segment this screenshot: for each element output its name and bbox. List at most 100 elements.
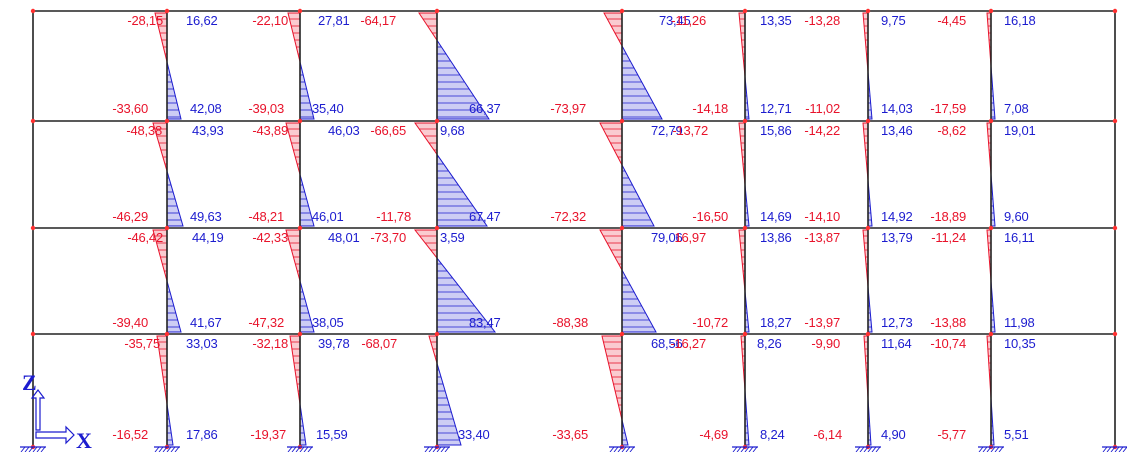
moment-area-top	[287, 12, 301, 63]
support-hatch	[617, 446, 623, 452]
moment-area-bottom	[621, 419, 629, 446]
support-hatch	[28, 446, 34, 452]
moment-value-bottom: 41,67	[190, 315, 222, 330]
moment-value-top: -68,07	[361, 336, 397, 351]
moment-area-bottom	[621, 269, 657, 333]
moment-value-top: -48,38	[126, 123, 162, 138]
moment-value-top: 19,01	[1004, 123, 1036, 138]
node	[297, 331, 303, 337]
node	[865, 225, 871, 231]
support-hatch	[1106, 446, 1112, 452]
support-hatch	[166, 446, 172, 452]
node	[30, 331, 36, 337]
moment-value-top: -73,70	[370, 230, 406, 245]
moment-value-top: -64,17	[360, 13, 396, 28]
moment-value-top: 10,35	[1004, 336, 1036, 351]
moment-value-top: 39,78	[318, 336, 350, 351]
moment-value-bottom: 66,37	[469, 101, 501, 116]
z-arrow-icon	[30, 389, 46, 431]
moment-value-top: 16,62	[186, 13, 218, 28]
z-axis-label: Z	[22, 370, 37, 395]
node	[865, 8, 871, 14]
moment-value-bottom: 8,24	[760, 427, 785, 442]
support-hatch	[740, 446, 746, 452]
support-hatch	[174, 446, 180, 452]
support-hatch	[444, 446, 450, 452]
moment-value-bottom: 83,47	[469, 315, 501, 330]
support-hatch	[736, 446, 742, 452]
moment-value-bottom: -13,88	[930, 315, 966, 330]
node	[619, 331, 625, 337]
node	[742, 331, 748, 337]
moment-value-bottom: -13,97	[804, 315, 840, 330]
support-hatch	[1122, 446, 1127, 452]
moment-area-top	[414, 122, 438, 157]
support-hatch	[307, 446, 313, 452]
moment-value-top: 16,97	[674, 230, 706, 245]
support-hatch	[986, 446, 992, 452]
moment-area-top	[413, 229, 438, 260]
support-hatch	[20, 446, 26, 452]
moment-value-bottom: -11,78	[376, 209, 411, 224]
moment-value-bottom: 18,27	[760, 315, 792, 330]
moment-value-top: 16,11	[1004, 230, 1035, 245]
moment-value-top: 13,46	[881, 123, 913, 138]
node	[619, 8, 625, 14]
moment-value-top: 8,26	[757, 336, 782, 351]
support-hatch	[1102, 446, 1108, 452]
moment-value-top: 33,03	[186, 336, 218, 351]
support-hatch	[625, 446, 631, 452]
moment-value-top: -11,26	[671, 13, 706, 28]
moment-value-bottom: 9,60	[1004, 209, 1029, 224]
support-hatch	[994, 446, 1000, 452]
node	[1112, 118, 1118, 124]
support-hatch	[428, 446, 434, 452]
node	[164, 225, 170, 231]
moment-value-top: 68,56	[651, 336, 683, 351]
moment-value-top: 3,59	[440, 230, 465, 245]
moment-value-bottom: 38,05	[312, 315, 344, 330]
support-hatch	[295, 446, 301, 452]
moment-value-top: -32,18	[252, 336, 288, 351]
support-hatch	[982, 446, 988, 452]
node	[742, 8, 748, 14]
moment-value-top: -35,75	[124, 336, 160, 351]
support-hatch	[609, 446, 615, 452]
moment-area-bottom	[166, 61, 182, 120]
support-hatch	[998, 446, 1004, 452]
moment-value-bottom: 12,73	[881, 315, 913, 330]
node	[30, 225, 36, 231]
moment-area-bottom	[166, 280, 182, 333]
support-hatch	[162, 446, 168, 452]
node	[30, 8, 36, 14]
support-hatch	[629, 446, 635, 452]
moment-value-bottom: -17,59	[930, 101, 966, 116]
moment-value-top: -10,74	[930, 336, 966, 351]
node	[988, 225, 994, 231]
support-hatch	[32, 446, 38, 452]
support-hatch	[158, 446, 164, 452]
support-hatch	[978, 446, 984, 452]
moment-value-top: -28,15	[127, 13, 163, 28]
moment-area-top	[738, 122, 746, 185]
moment-value-bottom: -19,37	[250, 427, 286, 442]
support-hatch	[170, 446, 176, 452]
node	[988, 331, 994, 337]
node	[742, 225, 748, 231]
moment-value-top: 13,86	[760, 230, 792, 245]
moment-value-bottom: 4,90	[881, 427, 906, 442]
moment-area-bottom	[166, 170, 184, 227]
moment-diagram-fills	[152, 12, 996, 446]
moment-value-bottom: 14,69	[760, 209, 792, 224]
moment-value-top: 13,35	[760, 13, 792, 28]
moment-area-bottom	[166, 404, 174, 446]
moment-area-bottom	[621, 45, 663, 120]
node	[164, 8, 170, 14]
support-hatch	[990, 446, 996, 452]
node	[164, 118, 170, 124]
moment-value-top: -9,90	[811, 336, 840, 351]
moment-value-bottom: -16,50	[692, 209, 728, 224]
moment-value-bottom: -10,72	[692, 315, 728, 330]
support-hatch	[36, 446, 42, 452]
moment-value-bottom: -16,52	[112, 427, 148, 442]
